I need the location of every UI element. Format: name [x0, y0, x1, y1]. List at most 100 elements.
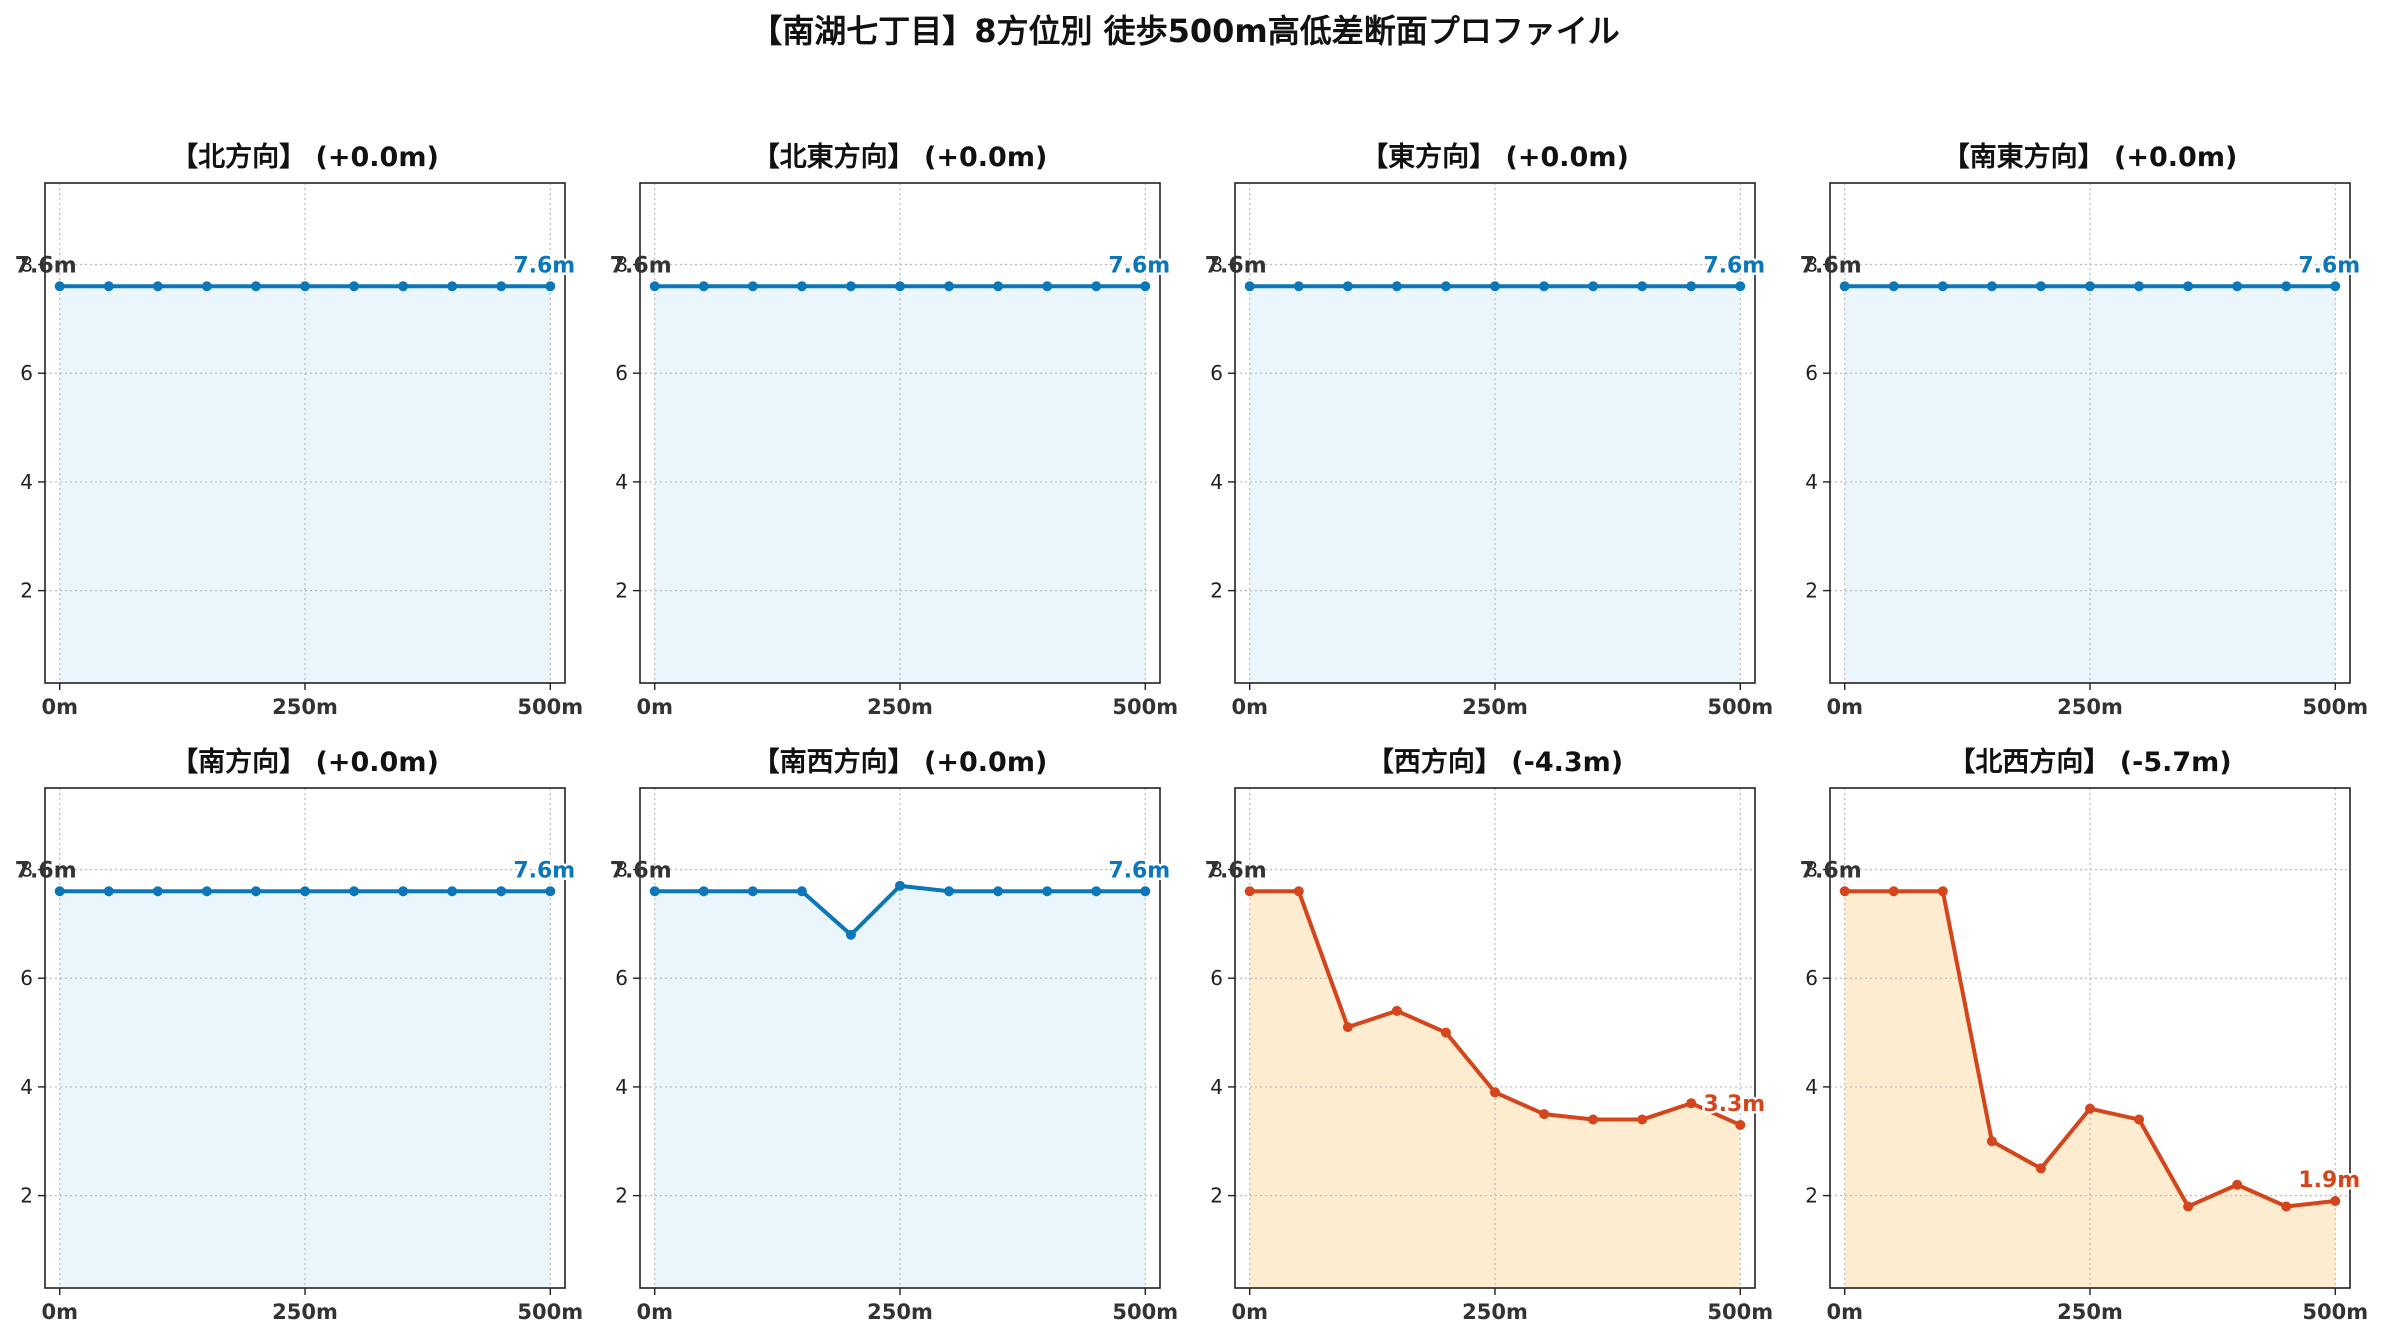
panel-title: 【東方向】 (+0.0m) — [1361, 141, 1629, 173]
y-tick-label: 4 — [615, 470, 628, 494]
x-tick-label: 250m — [272, 695, 338, 719]
data-point — [1986, 1136, 1997, 1147]
data-point — [1293, 886, 1304, 897]
data-point — [993, 281, 1004, 292]
start-label: 7.6m — [15, 858, 77, 883]
end-label: 7.6m — [1108, 253, 1170, 278]
data-point — [2134, 281, 2145, 292]
data-point — [1490, 1087, 1500, 1098]
y-tick-label: 8 — [1210, 858, 1223, 882]
data-point — [54, 281, 65, 292]
panel-title: 【北西方向】 (-5.7m) — [1948, 746, 2231, 778]
panel-title: 【北東方向】 (+0.0m) — [753, 141, 1048, 173]
plot-area — [1235, 788, 1755, 1288]
panel-title: 【南西方向】 (+0.0m) — [753, 746, 1048, 778]
y-tick-label: 2 — [20, 579, 33, 603]
end-label: 1.9m — [2298, 1168, 2360, 1193]
start-label: 7.6m — [1800, 858, 1862, 883]
figure-title: 【南湖七丁目】8方位別 徒歩500m高低差断面プロファイル — [750, 12, 1620, 50]
data-point — [103, 281, 114, 292]
data-point — [2232, 281, 2243, 292]
data-point — [1839, 886, 1850, 897]
start-label: 7.6m — [1205, 858, 1267, 883]
x-tick-label: 500m — [2302, 695, 2368, 719]
y-tick-label: 2 — [20, 1184, 33, 1208]
y-tick-label: 8 — [20, 253, 33, 277]
data-point — [845, 929, 856, 940]
y-tick-label: 2 — [1805, 579, 1818, 603]
plot-area — [45, 183, 565, 683]
data-point — [649, 281, 660, 292]
data-point — [1539, 281, 1550, 292]
y-tick-label: 4 — [20, 1075, 33, 1099]
y-tick-label: 8 — [615, 858, 628, 882]
start-label: 7.6m — [610, 858, 672, 883]
data-point — [545, 281, 556, 292]
area-fill — [1249, 891, 1741, 1288]
start-label: 7.6m — [1800, 253, 1862, 278]
x-tick-label: 250m — [272, 1300, 338, 1324]
data-point — [250, 886, 261, 897]
x-tick-label: 500m — [1112, 1300, 1178, 1324]
data-point — [1588, 281, 1599, 292]
data-point — [201, 281, 212, 292]
x-tick-label: 500m — [517, 1300, 583, 1324]
data-point — [1091, 886, 1102, 897]
data-point — [1091, 281, 1102, 292]
y-tick-label: 4 — [1210, 470, 1223, 494]
y-tick-label: 2 — [1210, 1184, 1223, 1208]
data-point — [1637, 281, 1648, 292]
data-point — [1735, 281, 1746, 292]
panel-title: 【北方向】 (+0.0m) — [171, 141, 439, 173]
y-tick-label: 6 — [1805, 966, 1818, 990]
data-point — [796, 886, 807, 897]
data-point — [1490, 281, 1500, 292]
x-tick-label: 0m — [1231, 1300, 1268, 1324]
data-point — [944, 281, 955, 292]
data-point — [152, 281, 163, 292]
end-label: 3.3m — [1703, 1092, 1765, 1117]
y-tick-label: 8 — [615, 253, 628, 277]
panel-title: 【西方向】 (-4.3m) — [1367, 746, 1623, 778]
y-tick-label: 8 — [1805, 858, 1818, 882]
panel-title: 【南東方向】 (+0.0m) — [1943, 141, 2238, 173]
data-point — [1888, 281, 1899, 292]
data-point — [545, 886, 556, 897]
data-point — [1140, 886, 1151, 897]
data-point — [1937, 886, 1948, 897]
plot-area — [1830, 183, 2350, 683]
data-point — [1686, 281, 1697, 292]
data-point — [2232, 1179, 2243, 1190]
x-tick-label: 0m — [41, 695, 78, 719]
data-point — [944, 886, 955, 897]
data-point — [1244, 886, 1255, 897]
panel-7: 【西方向】 (-4.3m) 0m 250m 500m 2 4 6 87.6m 3.3m — [1205, 746, 1773, 1324]
data-point — [845, 281, 856, 292]
start-label: 7.6m — [1205, 253, 1267, 278]
data-point — [1937, 281, 1948, 292]
y-tick-label: 6 — [615, 966, 628, 990]
data-point — [2281, 281, 2292, 292]
x-tick-label: 250m — [867, 695, 933, 719]
x-tick-label: 250m — [2057, 1300, 2123, 1324]
data-point — [2035, 281, 2046, 292]
y-tick-label: 6 — [20, 966, 33, 990]
data-point — [349, 886, 360, 897]
data-point — [2183, 281, 2194, 292]
data-point — [698, 886, 709, 897]
y-tick-label: 2 — [615, 1184, 628, 1208]
data-point — [1588, 1114, 1599, 1125]
data-point — [1342, 1022, 1353, 1033]
data-point — [895, 281, 905, 292]
data-point — [103, 886, 114, 897]
data-point — [1637, 1114, 1648, 1125]
data-point — [1440, 281, 1451, 292]
data-point — [1839, 281, 1850, 292]
area-fill — [1844, 891, 2336, 1288]
data-point — [1140, 281, 1151, 292]
panel-8: 【北西方向】 (-5.7m) 0m 250m 500m 2 4 6 87.6m 1.9m — [1800, 746, 2368, 1324]
data-point — [398, 281, 409, 292]
